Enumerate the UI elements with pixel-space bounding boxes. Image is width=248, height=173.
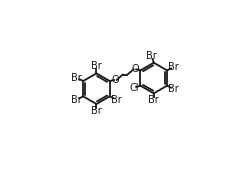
Text: O: O xyxy=(112,75,119,85)
Text: Br: Br xyxy=(168,62,179,72)
Text: Br: Br xyxy=(148,95,159,105)
Text: Br: Br xyxy=(146,51,157,61)
Text: Br: Br xyxy=(91,61,102,71)
Text: Cl: Cl xyxy=(129,83,139,93)
Text: O: O xyxy=(131,64,139,74)
Text: Br: Br xyxy=(71,95,82,105)
Text: Br: Br xyxy=(71,73,82,83)
Text: Br: Br xyxy=(91,106,102,116)
Text: Br: Br xyxy=(168,84,179,94)
Text: Br: Br xyxy=(111,95,122,105)
